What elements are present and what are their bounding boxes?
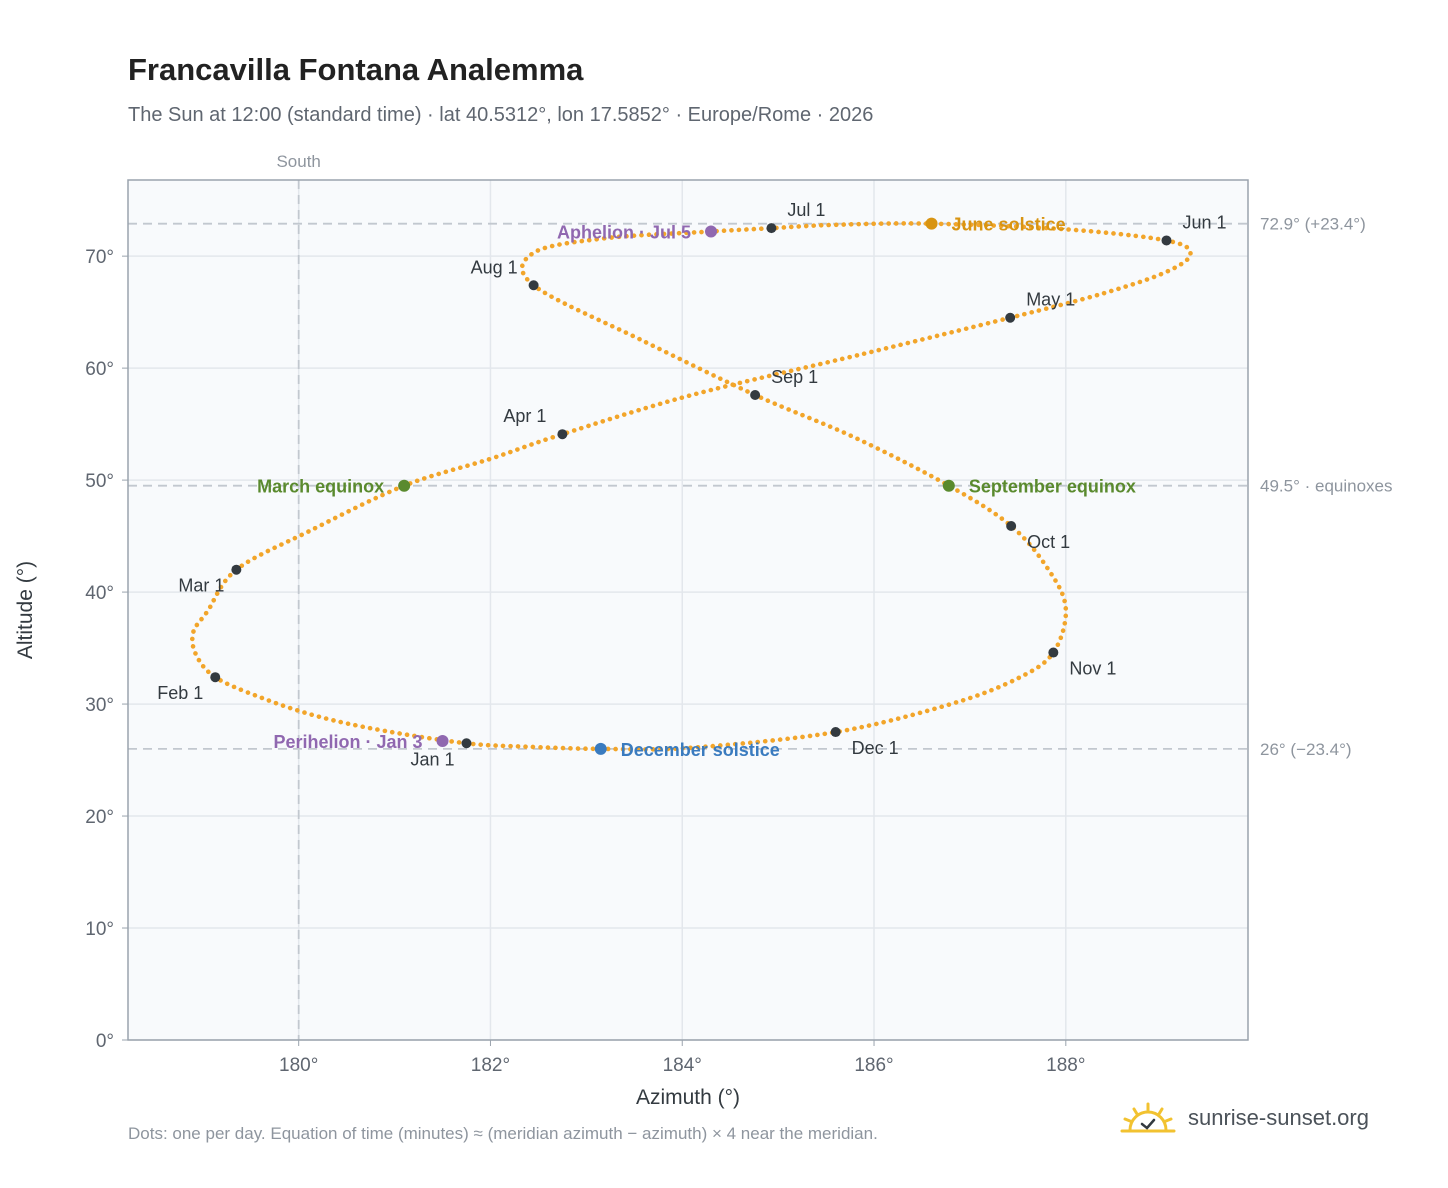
x-tick-label: 182° <box>471 1055 510 1076</box>
chart-title: Francavilla Fontana Analemma <box>128 52 584 87</box>
reference-lines: South 72.9° (+23.4°) 49.5° · equinoxes 26° … <box>128 152 1393 1040</box>
event-label: Perihelion · Jan 3 <box>273 732 422 752</box>
x-tick-label: 186° <box>854 1055 893 1076</box>
y-tick-label: 30° <box>85 695 114 716</box>
sun-logo-icon <box>1120 1102 1176 1133</box>
event-dot <box>705 225 718 238</box>
month-marker-label: Aug 1 <box>471 257 518 277</box>
month-marker-dot <box>461 738 472 749</box>
month-marker-label: Sep 1 <box>771 367 818 387</box>
x-tick-label: 184° <box>663 1055 702 1076</box>
y-tick-label: 0° <box>96 1031 114 1052</box>
plot-frame <box>127 179 1249 1041</box>
y-tick-label: 70° <box>85 247 114 268</box>
month-marker-dot <box>766 223 777 234</box>
axis-ticks: 0° 10° 20° 30° 40° 50° 60° 70° 180° 182° 184° 186° 1… <box>85 247 1085 1076</box>
month-marker-label: Jan 1 <box>410 749 454 769</box>
month-marker-label: Dec 1 <box>852 738 899 758</box>
event-dot <box>942 479 955 492</box>
south-label: South <box>276 152 320 171</box>
brand-name: sunrise-sunset.org <box>1188 1105 1369 1130</box>
month-marker-label: Jun 1 <box>1182 212 1226 232</box>
month-marker-dot <box>210 672 221 683</box>
month-marker-dot <box>830 727 841 738</box>
event-dot <box>594 742 607 755</box>
event-dot <box>925 217 938 230</box>
event-label: September equinox <box>969 477 1136 497</box>
event-label: June solstice <box>952 215 1066 235</box>
y-tick-label: 60° <box>85 359 114 380</box>
y-tick-label: 50° <box>85 471 114 492</box>
footer-note: Dots: one per day. Equation of time (min… <box>128 1124 878 1143</box>
event-dot <box>436 735 449 748</box>
month-marker-label: Mar 1 <box>178 576 224 596</box>
month-marker-label: Oct 1 <box>1027 532 1070 552</box>
x-tick-label: 180° <box>279 1055 318 1076</box>
x-tick-label: 188° <box>1046 1055 1085 1076</box>
month-marker-dot <box>557 429 568 440</box>
brand-logo[interactable]: sunrise-sunset.org <box>1120 1100 1369 1136</box>
event-dot <box>398 479 411 492</box>
month-markers: Jan 1 Feb 1 Mar 1 Apr 1 May 1 Jun 1 Jul 1 Aug 1… <box>157 200 1226 769</box>
month-marker-label: Feb 1 <box>157 683 203 703</box>
event-label: March equinox <box>257 477 384 497</box>
month-marker-dot <box>750 390 761 400</box>
y-tick-label: 40° <box>85 583 114 604</box>
month-marker-dot <box>1005 312 1016 323</box>
month-marker-dot <box>528 280 539 291</box>
month-marker-dot <box>1161 235 1172 246</box>
month-marker-label: Jul 1 <box>787 200 825 220</box>
reference-line-label: 49.5° · equinoxes <box>1260 477 1393 496</box>
reference-line-label: 26° (−23.4°) <box>1260 740 1352 759</box>
y-tick-label: 20° <box>85 807 114 828</box>
y-axis-label: Altitude (°) <box>14 561 37 659</box>
plot-area <box>128 180 1248 1040</box>
month-marker-label: Apr 1 <box>503 406 546 426</box>
month-marker-label: Nov 1 <box>1069 659 1116 679</box>
x-axis-label: Azimuth (°) <box>636 1086 740 1109</box>
y-tick-label: 10° <box>85 919 114 940</box>
reference-line-label: 72.9° (+23.4°) <box>1260 215 1366 234</box>
month-marker-label: May 1 <box>1026 290 1075 310</box>
event-label: December solstice <box>621 740 780 760</box>
event-label: Aphelion · Jul 5 <box>557 223 691 243</box>
chart-subtitle: The Sun at 12:00 (standard time) · lat 4… <box>128 104 874 126</box>
month-marker-dot <box>1048 647 1059 658</box>
month-marker-dot <box>1006 521 1017 532</box>
month-marker-dot <box>231 564 242 575</box>
event-markers: March equinox September equinox June solst… <box>257 215 1136 760</box>
